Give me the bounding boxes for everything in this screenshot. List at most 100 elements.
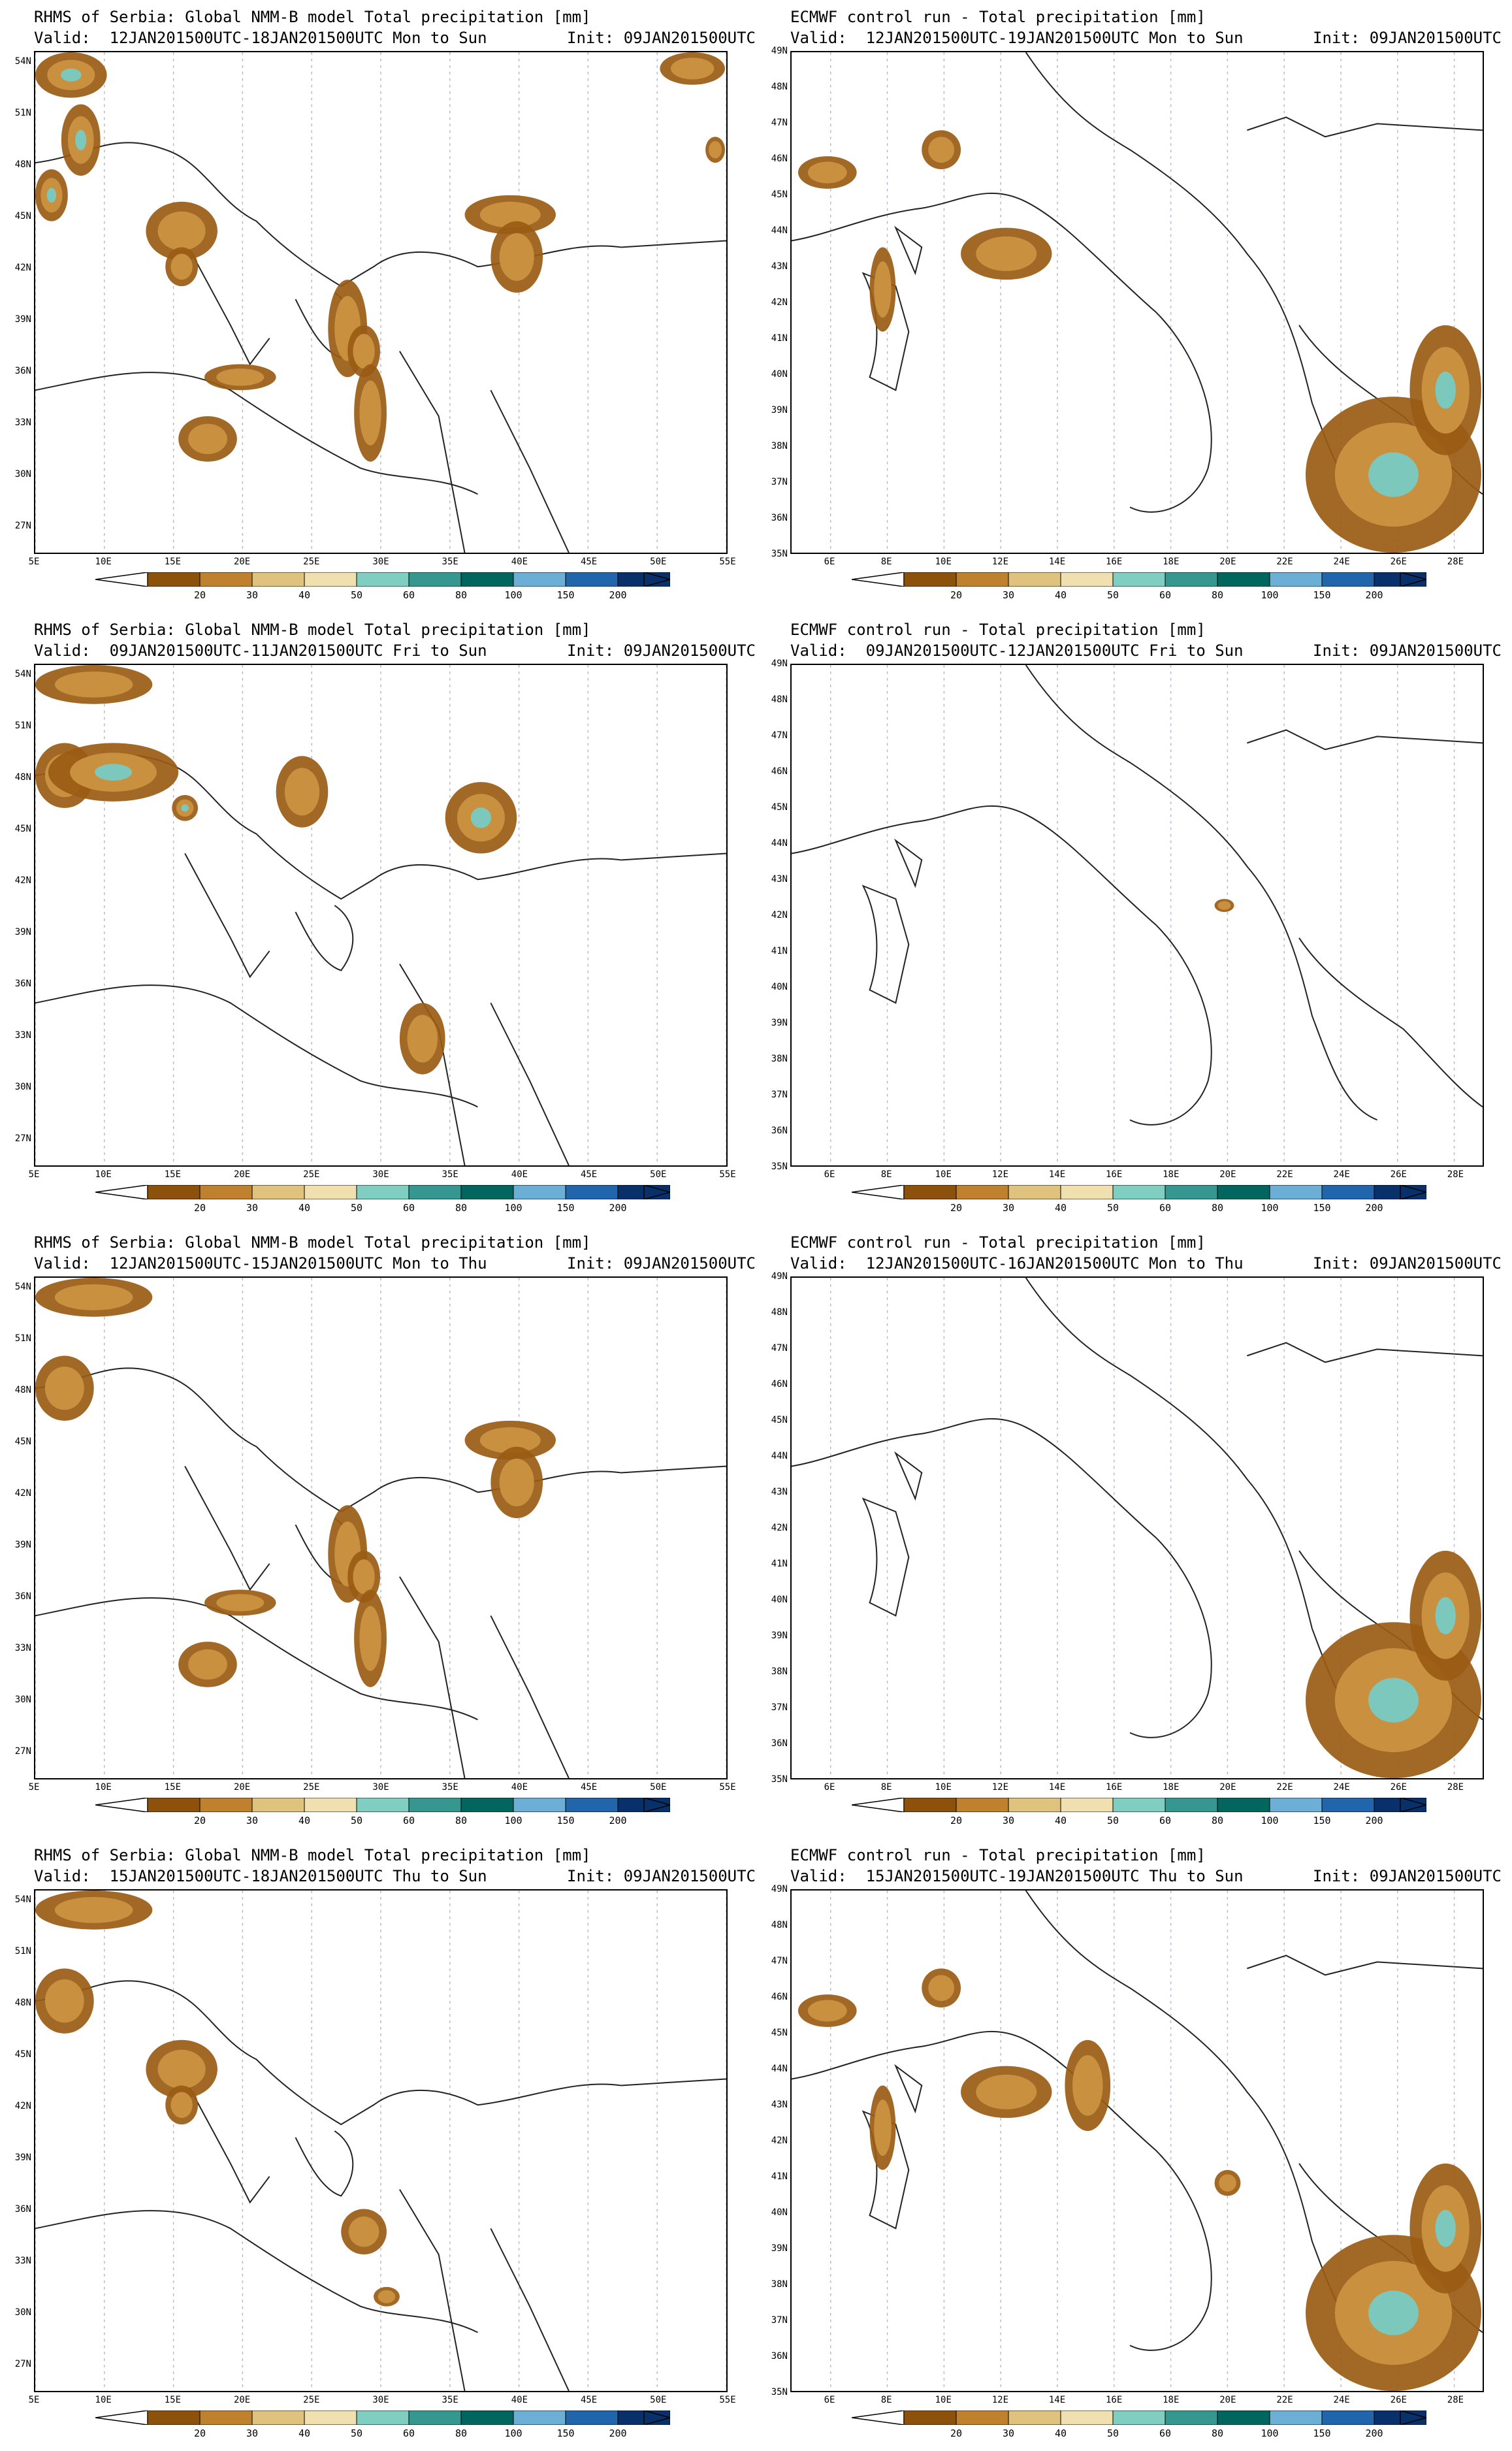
lat-label: 51N xyxy=(14,721,31,731)
precip-core xyxy=(216,1594,265,1612)
colorbar-label: 80 xyxy=(1211,1815,1224,1826)
colorbar-swatch xyxy=(147,572,201,587)
coastline xyxy=(861,1497,910,1617)
lat-label: 36N xyxy=(14,2204,31,2215)
lat-label: 42N xyxy=(14,875,31,886)
coastline xyxy=(35,372,478,495)
colorbar-swatch xyxy=(1269,1185,1323,1199)
precip-heavy xyxy=(75,129,87,150)
precip-core xyxy=(874,2099,892,2156)
colorbar-label: 150 xyxy=(556,1202,575,1214)
colorbar-label: 150 xyxy=(556,1815,575,1826)
colorbar-label: 80 xyxy=(1211,1202,1224,1214)
colorbar-label: 200 xyxy=(1365,2427,1383,2439)
colorbar-max-arrow xyxy=(1400,2410,1426,2425)
lon-label: 20E xyxy=(233,2395,251,2405)
valid-period: Valid: 12JAN201500UTC-18JAN201500UTC Mon… xyxy=(34,29,487,47)
colorbar-label: 30 xyxy=(1002,1202,1015,1214)
precip-core xyxy=(170,2092,193,2118)
coastline xyxy=(490,2228,570,2391)
lon-label: 22E xyxy=(1276,1169,1293,1180)
lon-label: 22E xyxy=(1276,557,1293,567)
coastline xyxy=(1025,665,1377,1121)
lat-label: 39N xyxy=(14,1540,31,1550)
precip-core xyxy=(378,2290,396,2303)
colorbar-label: 40 xyxy=(298,1815,311,1826)
lon-label: 40E xyxy=(511,557,528,567)
colorbar-label: 200 xyxy=(609,1202,627,1214)
colorbar-swatch xyxy=(1112,2410,1166,2425)
coastline xyxy=(1247,1955,1483,1976)
colorbar-min-arrow xyxy=(95,1798,148,1812)
colorbar-label: 50 xyxy=(350,2427,363,2439)
colorbar-swatch xyxy=(304,1185,357,1199)
lat-label: 54N xyxy=(14,56,31,67)
precip-heavy xyxy=(1435,2209,1456,2247)
lon-label: 20E xyxy=(233,1169,251,1180)
colorbar-swatch xyxy=(903,572,957,587)
colorbar-swatch xyxy=(1165,1185,1218,1199)
lat-label: 44N xyxy=(771,2064,788,2074)
colorbar-swatch xyxy=(147,1185,201,1199)
lat-label: 47N xyxy=(771,730,788,741)
lat-label: 30N xyxy=(14,2307,31,2318)
lat-label: 43N xyxy=(771,261,788,272)
colorbar-swatch xyxy=(1008,2410,1061,2425)
lon-label: 25E xyxy=(303,1782,320,1793)
lat-label: 45N xyxy=(771,1415,788,1425)
colorbar-swatch xyxy=(1112,572,1166,587)
colorbar-swatch xyxy=(1321,2410,1375,2425)
lon-label: 8E xyxy=(880,1169,892,1180)
colorbar-swatch xyxy=(1269,572,1323,587)
lon-label: 24E xyxy=(1333,2395,1350,2405)
lat-label: 33N xyxy=(14,417,31,428)
colorbar xyxy=(852,572,1426,587)
colorbar-label: 30 xyxy=(246,589,259,601)
lon-label: 5E xyxy=(28,1782,40,1793)
precip-core xyxy=(499,233,534,281)
lat-label: 45N xyxy=(14,211,31,221)
precip-core xyxy=(348,2216,379,2247)
colorbar-label: 20 xyxy=(193,1815,206,1826)
colorbar-swatch xyxy=(304,572,357,587)
colorbar-label: 40 xyxy=(298,1202,311,1214)
coastline xyxy=(490,1615,570,1778)
lat-label: 36N xyxy=(771,1126,788,1136)
lon-label: 22E xyxy=(1276,2395,1293,2405)
lat-label: 44N xyxy=(771,225,788,236)
lat-label: 40N xyxy=(771,982,788,992)
colorbar-label: 40 xyxy=(1054,1202,1067,1214)
lat-label: 45N xyxy=(771,2028,788,2038)
lon-label: 26E xyxy=(1390,557,1407,567)
lat-label: 35N xyxy=(771,549,788,559)
lon-label: 18E xyxy=(1163,2395,1180,2405)
colorbar-label: 150 xyxy=(1313,1202,1331,1214)
colorbar-label: 100 xyxy=(504,1202,523,1214)
colorbar-label: 60 xyxy=(1159,1815,1172,1826)
lat-label: 48N xyxy=(14,772,31,783)
lon-label: 50E xyxy=(650,2395,667,2405)
lon-label: 18E xyxy=(1163,1169,1180,1180)
lon-label: 40E xyxy=(511,2395,528,2405)
colorbar-swatch xyxy=(408,1185,462,1199)
lon-label: 14E xyxy=(1048,1782,1066,1793)
lat-label: 35N xyxy=(771,2387,788,2397)
coastline xyxy=(1247,116,1483,138)
colorbar-max-arrow xyxy=(643,1798,670,1812)
colorbar-swatch xyxy=(199,1798,253,1812)
lon-label: 8E xyxy=(880,1782,892,1793)
lat-label: 48N xyxy=(771,694,788,705)
lon-label: 28E xyxy=(1447,557,1464,567)
colorbar-label: 200 xyxy=(609,1815,627,1826)
lat-label: 30N xyxy=(14,469,31,479)
init-time: Init: 09JAN201500UTC xyxy=(567,1254,756,1273)
precip-core xyxy=(479,201,541,228)
lon-label: 10E xyxy=(935,557,952,567)
colorbar-label: 80 xyxy=(1211,2427,1224,2439)
precip-core xyxy=(359,1606,381,1671)
panel-title: RHMS of Serbia: Global NMM-B model Total… xyxy=(34,621,591,639)
colorbar-swatch xyxy=(903,1798,957,1812)
colorbar-label: 80 xyxy=(455,1202,468,1214)
colorbar-swatch xyxy=(1269,1798,1323,1812)
colorbar-label: 50 xyxy=(1106,1815,1119,1826)
